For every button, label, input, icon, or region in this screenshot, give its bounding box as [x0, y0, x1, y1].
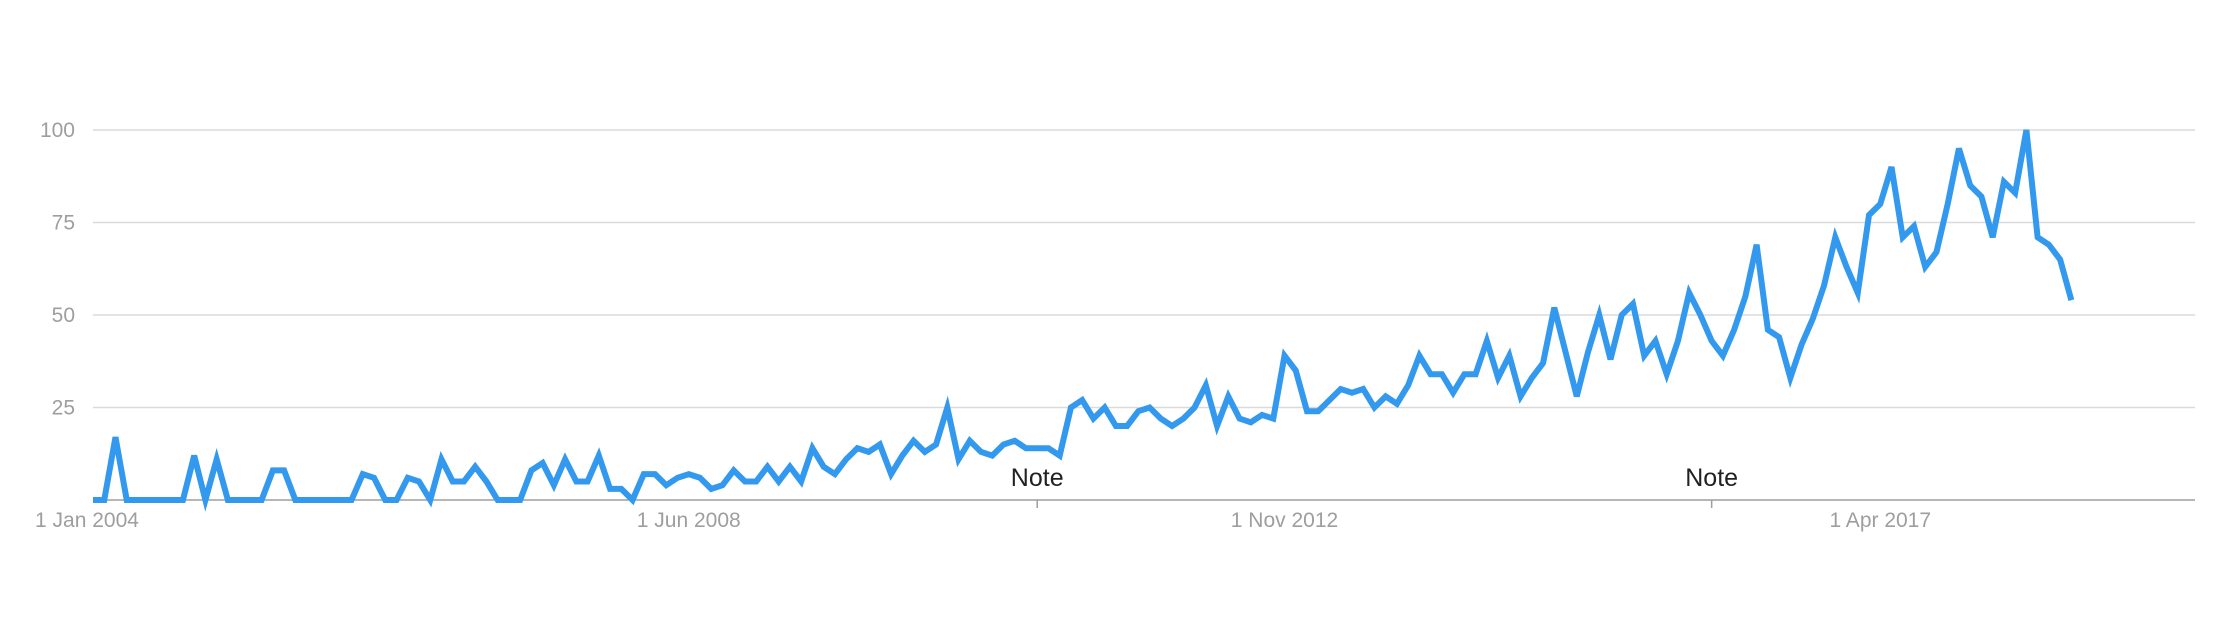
gridlines [93, 129, 2195, 409]
y-tick-label: 100 [40, 119, 75, 142]
x-tick-label: 1 Jun 2008 [637, 509, 741, 532]
y-axis-ticks: 25 50 75 100 [40, 119, 75, 420]
note-label: Note [1011, 464, 1064, 492]
annotations: Note Note [1011, 464, 1738, 508]
y-tick-label: 25 [52, 397, 75, 420]
y-tick-label: 75 [52, 212, 75, 235]
x-axis-ticks: 1 Jan 2004 1 Jun 2008 1 Nov 2012 1 Apr 2017 [35, 509, 1931, 532]
x-tick-label: 1 Nov 2012 [1231, 509, 1338, 532]
y-tick-label: 50 [52, 304, 75, 327]
series-line [93, 129, 2075, 512]
x-tick-label: 1 Jan 2004 [35, 509, 139, 532]
series-layer [93, 129, 2075, 512]
note-label: Note [1685, 464, 1738, 492]
x-tick-label: 1 Apr 2017 [1829, 509, 1931, 532]
